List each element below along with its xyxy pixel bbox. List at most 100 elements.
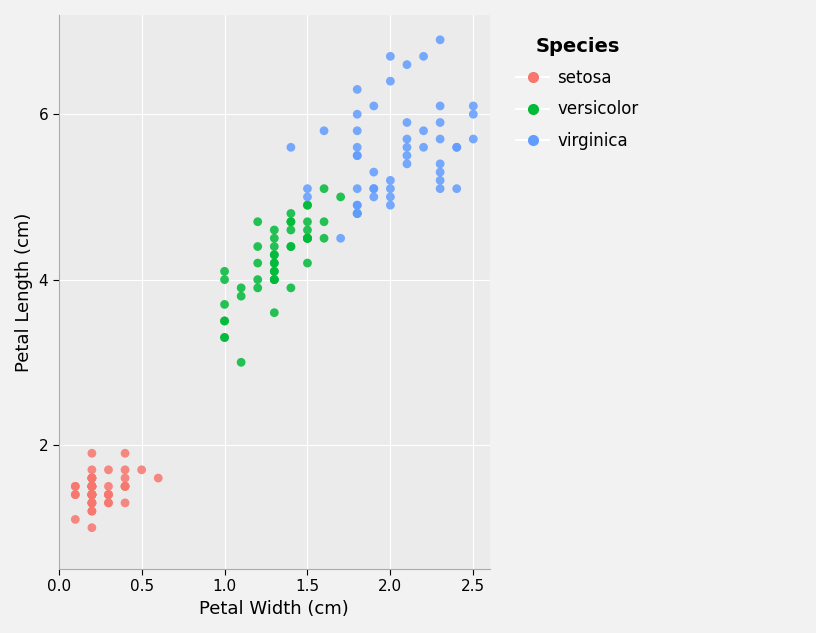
virginica xyxy=(301,192,314,202)
virginica xyxy=(417,51,430,61)
versicolor xyxy=(284,216,297,227)
versicolor xyxy=(235,283,248,293)
virginica xyxy=(401,60,414,70)
virginica xyxy=(334,233,347,243)
versicolor xyxy=(334,192,347,202)
setosa xyxy=(118,498,131,508)
virginica xyxy=(384,192,397,202)
virginica xyxy=(384,76,397,86)
setosa xyxy=(86,473,99,483)
versicolor xyxy=(218,266,231,277)
virginica xyxy=(367,167,380,177)
virginica xyxy=(433,118,446,128)
virginica xyxy=(384,51,397,61)
virginica xyxy=(401,142,414,153)
setosa xyxy=(86,489,99,499)
setosa xyxy=(69,515,82,525)
virginica xyxy=(401,151,414,161)
virginica xyxy=(433,134,446,144)
virginica xyxy=(351,200,364,210)
virginica xyxy=(384,184,397,194)
virginica xyxy=(351,208,364,218)
virginica xyxy=(384,200,397,210)
versicolor xyxy=(218,316,231,326)
virginica xyxy=(351,151,364,161)
setosa xyxy=(135,465,149,475)
versicolor xyxy=(268,225,281,235)
setosa xyxy=(86,481,99,491)
setosa xyxy=(118,465,131,475)
virginica xyxy=(351,109,364,119)
versicolor xyxy=(268,275,281,285)
versicolor xyxy=(235,357,248,367)
versicolor xyxy=(301,233,314,243)
setosa xyxy=(69,481,82,491)
versicolor xyxy=(251,216,264,227)
versicolor xyxy=(218,275,231,285)
virginica xyxy=(417,126,430,136)
setosa xyxy=(86,489,99,499)
versicolor xyxy=(218,299,231,310)
setosa xyxy=(152,473,165,483)
setosa xyxy=(86,473,99,483)
virginica xyxy=(401,134,414,144)
Y-axis label: Petal Length (cm): Petal Length (cm) xyxy=(15,212,33,372)
setosa xyxy=(86,481,99,491)
versicolor xyxy=(284,216,297,227)
versicolor xyxy=(301,233,314,243)
versicolor xyxy=(268,275,281,285)
X-axis label: Petal Width (cm): Petal Width (cm) xyxy=(199,600,349,618)
versicolor xyxy=(268,266,281,277)
virginica xyxy=(367,101,380,111)
versicolor xyxy=(301,233,314,243)
versicolor xyxy=(268,233,281,243)
setosa xyxy=(102,489,115,499)
versicolor xyxy=(268,241,281,251)
setosa xyxy=(86,506,99,516)
versicolor xyxy=(268,266,281,277)
versicolor xyxy=(301,225,314,235)
versicolor xyxy=(268,258,281,268)
virginica xyxy=(433,159,446,169)
virginica xyxy=(401,118,414,128)
versicolor xyxy=(301,200,314,210)
virginica xyxy=(433,167,446,177)
virginica xyxy=(450,184,463,194)
setosa xyxy=(118,481,131,491)
versicolor xyxy=(268,275,281,285)
setosa xyxy=(86,489,99,499)
setosa xyxy=(86,506,99,516)
setosa xyxy=(69,489,82,499)
setosa xyxy=(86,489,99,499)
setosa xyxy=(86,481,99,491)
virginica xyxy=(467,101,480,111)
versicolor xyxy=(268,258,281,268)
versicolor xyxy=(284,241,297,251)
setosa xyxy=(102,481,115,491)
setosa xyxy=(102,498,115,508)
setosa xyxy=(86,481,99,491)
versicolor xyxy=(218,332,231,342)
setosa xyxy=(102,489,115,499)
setosa xyxy=(86,473,99,483)
virginica xyxy=(433,184,446,194)
versicolor xyxy=(268,250,281,260)
versicolor xyxy=(284,283,297,293)
versicolor xyxy=(301,258,314,268)
setosa xyxy=(118,473,131,483)
setosa xyxy=(86,489,99,499)
versicolor xyxy=(284,241,297,251)
versicolor xyxy=(251,275,264,285)
versicolor xyxy=(284,208,297,218)
setosa xyxy=(86,489,99,499)
versicolor xyxy=(284,225,297,235)
virginica xyxy=(384,175,397,185)
setosa xyxy=(86,481,99,491)
setosa xyxy=(86,498,99,508)
setosa xyxy=(86,481,99,491)
versicolor xyxy=(218,332,231,342)
virginica xyxy=(433,175,446,185)
versicolor xyxy=(351,208,364,218)
setosa xyxy=(86,448,99,458)
virginica xyxy=(401,159,414,169)
